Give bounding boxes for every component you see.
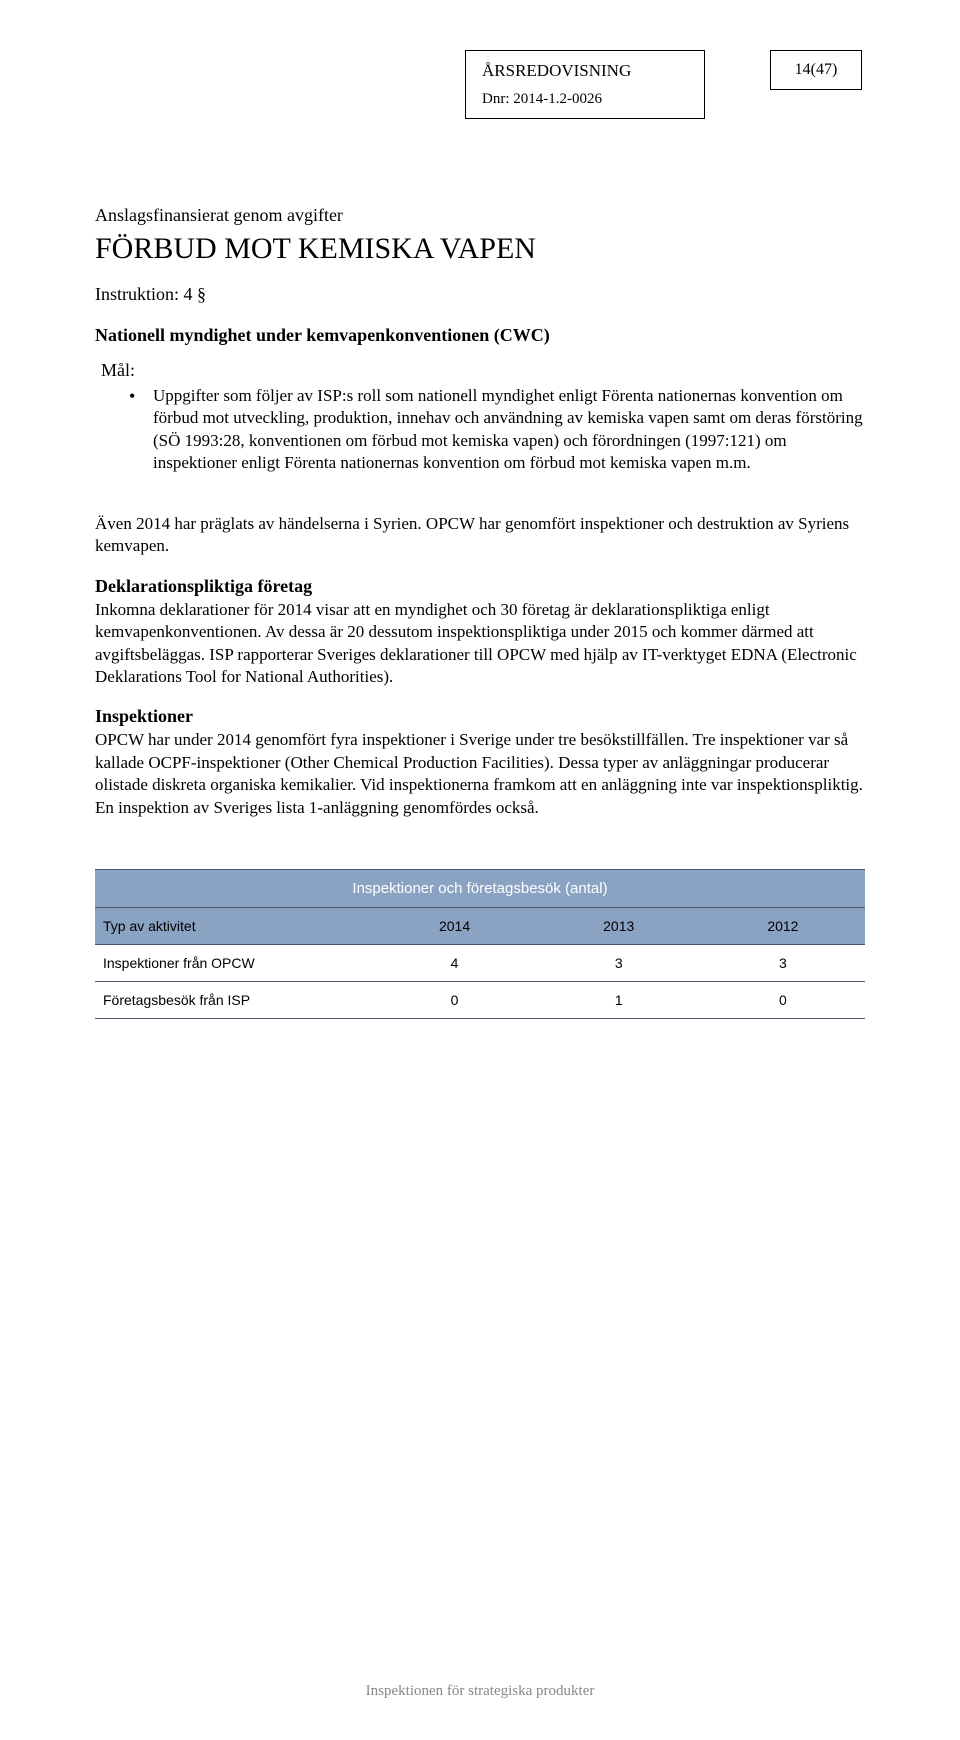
main-title: FÖRBUD MOT KEMISKA VAPEN [95, 232, 865, 266]
cwc-heading: Nationell myndighet under kemvapenkonven… [95, 325, 865, 346]
deklaration-paragraph: Inkomna deklarationer för 2014 visar att… [95, 599, 865, 689]
inspektioner-paragraph: OPCW har under 2014 genomfört fyra inspe… [95, 729, 865, 819]
footer: Inspektionen för strategiska produkter [0, 1683, 960, 1700]
goal-label: Mål: [101, 360, 865, 381]
inspections-table: Inspektioner och företagsbesök (antal) T… [95, 869, 865, 1019]
row-label: Inspektioner från OPCW [95, 945, 372, 982]
table-col-2012: 2012 [701, 908, 865, 945]
table-col-2013: 2013 [537, 908, 701, 945]
syria-paragraph: Även 2014 har präglats av händelserna i … [95, 513, 865, 558]
row-value: 3 [537, 945, 701, 982]
instruction-line: Instruktion: 4 § [95, 284, 865, 305]
row-value: 1 [537, 982, 701, 1019]
table-header-label: Typ av aktivitet [95, 908, 372, 945]
deklaration-heading: Deklarationspliktiga företag [95, 576, 865, 597]
row-label: Företagsbesök från ISP [95, 982, 372, 1019]
goal-list: Uppgifter som följer av ISP:s roll som n… [129, 385, 865, 475]
table-row: Företagsbesök från ISP 0 1 0 [95, 982, 865, 1019]
table-title: Inspektioner och företagsbesök (antal) [95, 870, 865, 908]
header-box: ÅRSREDOVISNING Dnr: 2014-1.2-0026 [465, 50, 705, 119]
page-number: 14(47) [770, 50, 862, 90]
financing-line: Anslagsfinansierat genom avgifter [95, 205, 865, 226]
header-title: ÅRSREDOVISNING [482, 61, 688, 81]
row-value: 3 [701, 945, 865, 982]
table-col-2014: 2014 [372, 908, 536, 945]
row-value: 0 [701, 982, 865, 1019]
row-value: 0 [372, 982, 536, 1019]
header-dnr: Dnr: 2014-1.2-0026 [482, 91, 688, 108]
table-header-row: Typ av aktivitet 2014 2013 2012 [95, 908, 865, 945]
table-title-row: Inspektioner och företagsbesök (antal) [95, 870, 865, 908]
table-container: Inspektioner och företagsbesök (antal) T… [95, 869, 865, 1019]
row-value: 4 [372, 945, 536, 982]
content: Anslagsfinansierat genom avgifter FÖRBUD… [95, 205, 865, 1019]
table-row: Inspektioner från OPCW 4 3 3 [95, 945, 865, 982]
inspektioner-heading: Inspektioner [95, 706, 865, 727]
goal-item: Uppgifter som följer av ISP:s roll som n… [129, 385, 865, 475]
